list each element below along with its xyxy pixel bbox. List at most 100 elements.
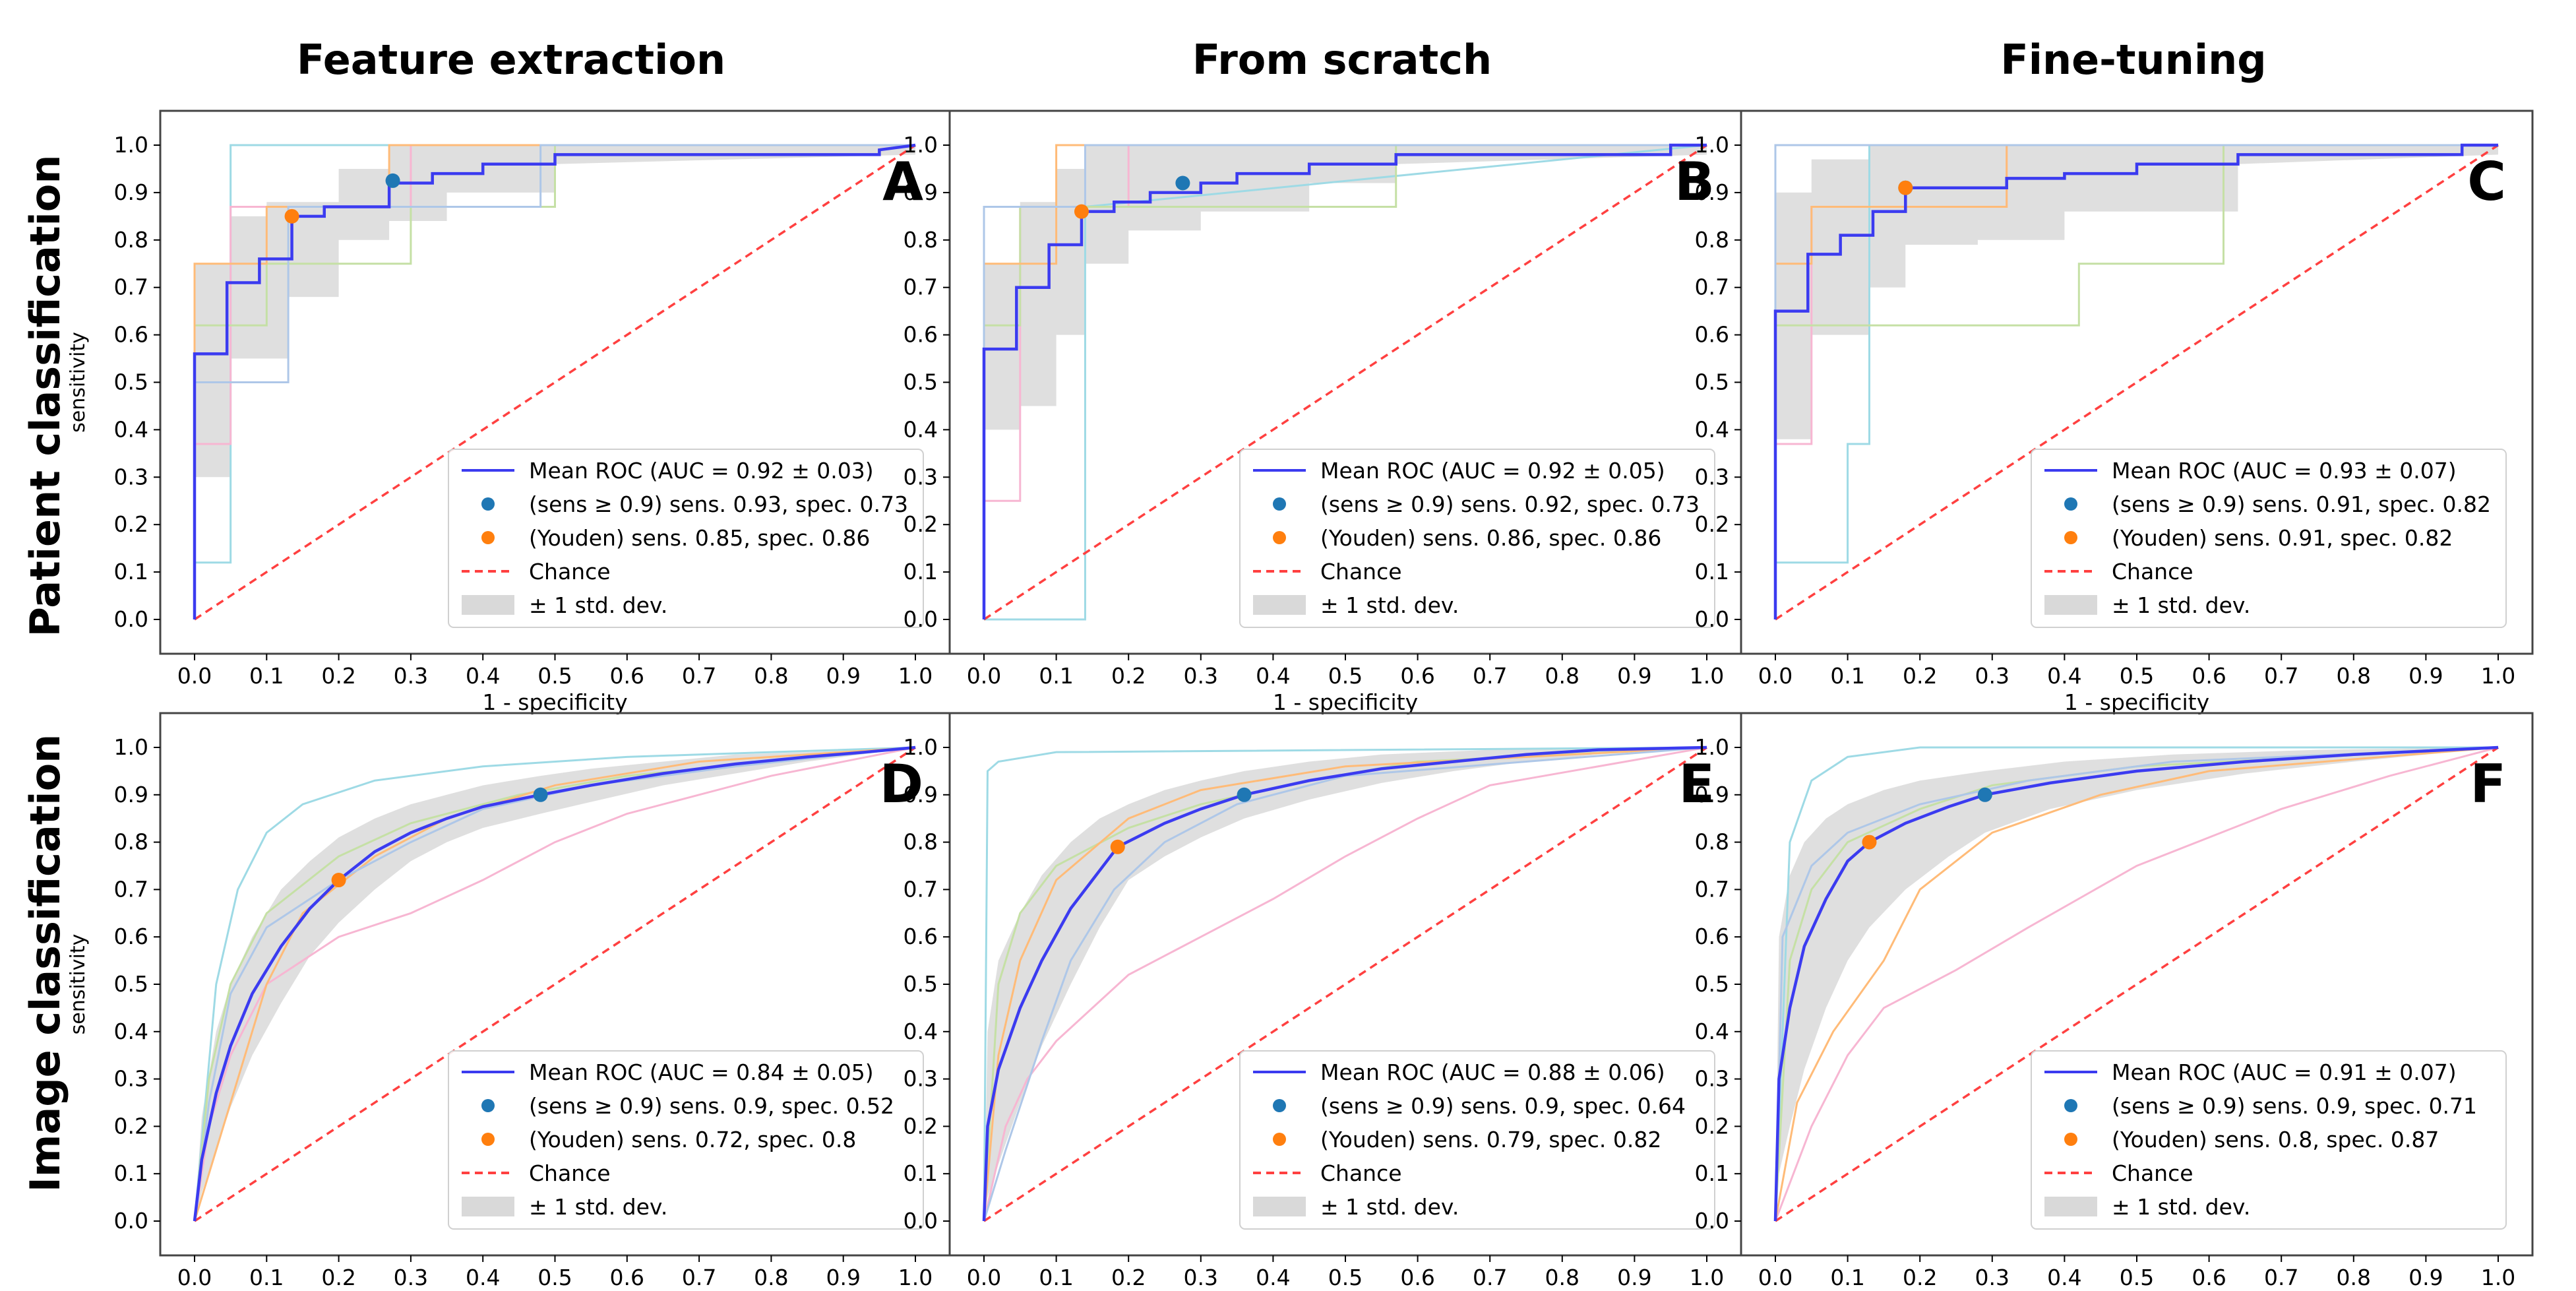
panel-f-legend-handle-2 bbox=[2064, 1099, 2077, 1112]
panel-f-fold-4 bbox=[1774, 746, 2499, 1222]
panel-f-xtick-label: 1.0 bbox=[2481, 1265, 2515, 1290]
panel-e-legend-handle-3 bbox=[1273, 1133, 1286, 1146]
panel-d-ytick-label: 0.3 bbox=[114, 1066, 148, 1092]
panel-c-xtick-label: 0.6 bbox=[2192, 663, 2226, 689]
panel-d-xtick-label: 1.0 bbox=[898, 1265, 933, 1290]
panel-f-legend: Mean ROC (AUC = 0.91 ± 0.07) (sens ≥ 0.9)… bbox=[2031, 1050, 2507, 1230]
panel-e-legend-label-5: ± 1 std. dev. bbox=[1320, 1194, 1459, 1220]
panel-a-xtick-label: 0.9 bbox=[826, 663, 860, 689]
panel-c-legend-label-5: ± 1 std. dev. bbox=[2112, 592, 2250, 618]
panel-a-legend-handle-3 bbox=[481, 531, 495, 544]
panel-e: 0.0 0.1 0.2 0.3 0.4 0.5 0.6 0.7 0.8 0.9 1.0 0.0 0.1 0… bbox=[904, 712, 1742, 1290]
panel-b-xtick-label: 0.2 bbox=[1111, 663, 1146, 689]
panel-e-xtick-label: 0.8 bbox=[1545, 1265, 1579, 1290]
panel-b-ytick-label: 0.8 bbox=[904, 227, 938, 253]
panel-e-xtick-label: 0.2 bbox=[1111, 1265, 1146, 1290]
panel-d-xtick-label: 0.2 bbox=[321, 1265, 355, 1290]
panel-d: 0.0 0.1 0.2 0.3 0.4 0.5 0.6 0.7 0.8 0.9 1.0 0.0 0.1 0… bbox=[67, 712, 951, 1290]
panel-e-xtick-label: 0.5 bbox=[1328, 1265, 1363, 1290]
panel-e-xtick-label: 1.0 bbox=[1690, 1265, 1724, 1290]
panel-d-ytick-label: 0.7 bbox=[114, 876, 148, 902]
panel-a-youden-point bbox=[284, 208, 299, 224]
panel-c-label: C bbox=[2467, 151, 2506, 212]
panel-f-ytick-label: 0.5 bbox=[1695, 971, 1729, 997]
panel-e-sens-point bbox=[1237, 787, 1252, 802]
panel-c-xtick-label: 0.9 bbox=[2408, 663, 2443, 689]
panel-e-ytick-label: 0.1 bbox=[904, 1160, 938, 1186]
panel-b-ytick-label: 0.5 bbox=[904, 369, 938, 395]
panel-a-xtick-label: 0.3 bbox=[394, 663, 428, 689]
panel-f-xtick-label: 0.1 bbox=[1830, 1265, 1864, 1290]
panel-c-ytick-label: 0.7 bbox=[1695, 274, 1729, 300]
panel-a-legend-handle-2 bbox=[481, 497, 495, 511]
panel-b-ytick-label: 0.2 bbox=[904, 511, 938, 537]
panel-e-label: E bbox=[1678, 753, 1715, 815]
panel-b-label: B bbox=[1674, 151, 1715, 212]
panel-a-ytick-label: 0.2 bbox=[114, 511, 148, 537]
row-title-image-classification: Image classification bbox=[21, 734, 69, 1193]
panel-f-youden-point bbox=[1862, 834, 1877, 850]
panel-e-xtick-label: 0.9 bbox=[1617, 1265, 1651, 1290]
panel-f-xtick-label: 0.2 bbox=[1903, 1265, 1937, 1290]
panel-c-legend: Mean ROC (AUC = 0.93 ± 0.07) (sens ≥ 0.9)… bbox=[2031, 449, 2507, 628]
panel-e-fold-1 bbox=[983, 746, 1707, 1222]
panel-d-std-band bbox=[195, 747, 915, 1221]
panel-d-legend: Mean ROC (AUC = 0.84 ± 0.05) (sens ≥ 0.9)… bbox=[448, 1050, 924, 1230]
panel-e-youden-point bbox=[1110, 839, 1125, 854]
panel-c-legend-handle-3 bbox=[2064, 531, 2077, 544]
panel-e-ytick-label: 0.0 bbox=[904, 1208, 938, 1234]
panel-c-ytick-label: 1.0 bbox=[1695, 132, 1729, 158]
panel-a: 0.0 0.1 0.2 0.3 0.4 0.5 0.6 0.7 0.8 0.9 1.0 0.0 0.1 0… bbox=[67, 110, 951, 715]
panel-e-fold-2 bbox=[983, 746, 1707, 1222]
panel-f-xtick-label: 0.8 bbox=[2337, 1265, 2371, 1290]
panel-c-ytick-label: 0.4 bbox=[1695, 416, 1729, 442]
column-title-fine-tuning: Fine-tuning bbox=[2000, 36, 2266, 84]
panel-d-legend-handle-2 bbox=[481, 1099, 495, 1112]
panel-a-ytick-label: 0.1 bbox=[114, 559, 148, 584]
panel-f-xtick-label: 0.3 bbox=[1975, 1265, 2009, 1290]
panel-f-ytick-label: 0.4 bbox=[1695, 1019, 1729, 1044]
panel-b-ytick-label: 1.0 bbox=[904, 132, 938, 158]
panel-a-ytick-label: 0.9 bbox=[114, 179, 148, 205]
panel-a-ytick-label: 0.4 bbox=[114, 416, 148, 442]
panel-c: 0.0 0.1 0.2 0.3 0.4 0.5 0.6 0.7 0.8 0.9 1.0 0.0 0.1 0… bbox=[1695, 110, 2534, 715]
panel-d-ytick-label: 0.5 bbox=[114, 971, 148, 997]
panel-f-legend-label-2: (sens ≥ 0.9) sens. 0.9, spec. 0.71 bbox=[2112, 1093, 2477, 1119]
panel-b-xtick-label: 0.6 bbox=[1400, 663, 1434, 689]
panel-b-ytick-label: 0.1 bbox=[904, 559, 938, 584]
panel-a-ytick-label: 0.0 bbox=[114, 606, 148, 632]
panel-b-youden-point bbox=[1074, 204, 1089, 219]
panel-d-fold-2 bbox=[193, 746, 916, 1222]
panel-a-xtick-label: 0.1 bbox=[249, 663, 284, 689]
panel-b-legend-label-1: Mean ROC (AUC = 0.92 ± 0.05) bbox=[1320, 458, 1665, 484]
panel-f-ytick-label: 0.0 bbox=[1695, 1208, 1729, 1234]
panel-d-xtick-label: 0.3 bbox=[394, 1265, 428, 1290]
panel-d-fold-5 bbox=[193, 746, 916, 1222]
panel-c-ytick-label: 0.8 bbox=[1695, 227, 1729, 253]
row-title-patient-classification: Patient classification bbox=[21, 155, 69, 637]
panel-f-xtick-label: 0.0 bbox=[1758, 1265, 1793, 1290]
panel-a-legend-label-2: (sens ≥ 0.9) sens. 0.93, spec. 0.73 bbox=[529, 491, 908, 517]
panel-b-legend-label-5: ± 1 std. dev. bbox=[1320, 592, 1459, 618]
panel-d-legend-handle-5 bbox=[462, 1197, 514, 1216]
panel-d-sens-point bbox=[533, 787, 548, 802]
panel-a-ylabel: sensitivity bbox=[67, 332, 90, 433]
panel-b-ytick-label: 0.3 bbox=[904, 464, 938, 489]
panel-c-xtick-label: 0.0 bbox=[1758, 663, 1793, 689]
panel-a-legend-label-3: (Youden) sens. 0.85, spec. 0.86 bbox=[529, 525, 870, 551]
panel-d-xtick-label: 0.7 bbox=[682, 1265, 716, 1290]
panel-d-fold-1 bbox=[193, 746, 916, 1222]
panel-a-xtick-label: 0.6 bbox=[610, 663, 644, 689]
panel-e-ytick-label: 0.4 bbox=[904, 1019, 938, 1044]
panel-b-sens-point bbox=[1175, 175, 1190, 191]
panel-b-xtick-label: 0.9 bbox=[1617, 663, 1651, 689]
panel-e-mean-roc bbox=[982, 745, 1707, 1222]
panel-b: 0.0 0.1 0.2 0.3 0.4 0.5 0.6 0.7 0.8 0.9 1.0 0.0 0.1 0… bbox=[904, 110, 1742, 715]
panel-e-ytick-label: 0.3 bbox=[904, 1066, 938, 1092]
panel-b-ytick-label: 0.6 bbox=[904, 322, 938, 348]
panel-b-legend-handle-3 bbox=[1273, 531, 1286, 544]
panel-a-ytick-label: 0.3 bbox=[114, 464, 148, 489]
panel-f-legend-handle-5 bbox=[2044, 1197, 2097, 1216]
panel-e-xtick-label: 0.1 bbox=[1039, 1265, 1073, 1290]
panel-b-xtick-label: 0.7 bbox=[1473, 663, 1507, 689]
